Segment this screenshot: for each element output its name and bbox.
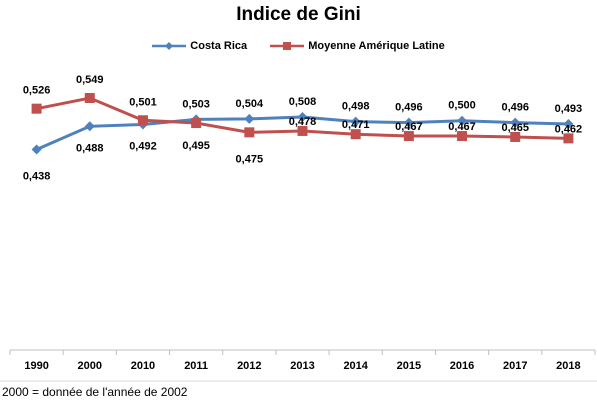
data-label-latin-america: 0,475 [236,153,264,165]
data-point-costa-rica [510,117,521,128]
data-point-latin-america [403,131,414,142]
data-label-latin-america: 0,467 [395,121,423,133]
data-point-latin-america [31,103,42,114]
data-label-latin-america: 0,478 [289,116,317,128]
data-point-costa-rica [563,118,574,129]
chart-plot: 1990 2000 2010 2011 2012 2013 2014 2015 2016 2017… [0,74,597,382]
x-tick-label: 2017 [503,360,527,372]
x-tick-label: 2015 [397,360,421,372]
data-label-costa-rica: 0,496 [395,102,423,114]
data-point-costa-rica [84,121,95,132]
legend-marker-diamond [152,42,187,50]
x-tick-label: 2000 [78,360,102,372]
data-point-costa-rica [457,115,468,126]
data-point-latin-america [191,118,202,129]
data-point-costa-rica [244,113,255,124]
legend-marker-square [270,42,305,50]
data-label-costa-rica: 0,503 [182,98,210,110]
data-label-latin-america: 0,465 [501,122,529,134]
data-point-costa-rica [31,144,42,155]
data-point-costa-rica [350,116,361,127]
x-tick-label: 2013 [290,360,314,372]
legend-item-costa-rica: Costa Rica [152,40,247,52]
data-point-costa-rica [403,117,414,128]
data-label-costa-rica: 0,496 [501,102,529,114]
data-label-costa-rica: 0,508 [289,96,317,108]
chart-title: Indice de Gini [236,4,361,25]
data-label-costa-rica: 0,488 [76,142,104,154]
x-tick-label: 2011 [184,360,208,372]
data-point-latin-america [563,133,574,144]
data-label-latin-america: 0,467 [448,121,476,133]
x-tick-label: 2014 [343,360,368,372]
data-point-latin-america [137,115,148,126]
data-point-costa-rica [297,112,308,123]
data-label-latin-america: 0,526 [23,85,51,97]
data-label-costa-rica: 0,493 [555,103,583,115]
legend-item-latin-america: Moyenne Amérique Latine [270,40,445,52]
data-point-latin-america [84,93,95,103]
x-tick-label: 2012 [237,360,261,372]
data-label-costa-rica: 0,498 [342,101,370,113]
footnote: 2000 = donnée de l'année de 2002 [2,385,188,399]
x-tick-label: 2016 [450,360,474,372]
data-label-costa-rica: 0,500 [448,100,476,112]
data-label-costa-rica: 0,438 [23,171,51,183]
data-point-latin-america [510,131,521,142]
x-tick-label: 1990 [24,360,48,372]
legend-label-latin-america: Moyenne Amérique Latine [308,40,445,52]
data-label-latin-america: 0,471 [342,119,370,131]
x-tick-label: 2010 [131,360,155,372]
x-tick-label: 2018 [556,360,580,372]
data-label-costa-rica: 0,492 [129,140,157,152]
data-label-costa-rica: 0,504 [236,98,264,110]
data-point-latin-america [244,127,255,138]
legend: Costa Rica Moyenne Amérique Latine [0,40,597,54]
data-point-latin-america [457,131,468,142]
data-label-latin-america: 0,462 [555,123,583,135]
data-label-latin-america: 0,549 [76,74,104,86]
data-point-latin-america [350,129,361,140]
data-point-latin-america [297,125,308,136]
legend-label-costa-rica: Costa Rica [190,40,248,52]
data-label-latin-america: 0,495 [182,140,210,152]
data-label-latin-america: 0,501 [129,96,157,108]
